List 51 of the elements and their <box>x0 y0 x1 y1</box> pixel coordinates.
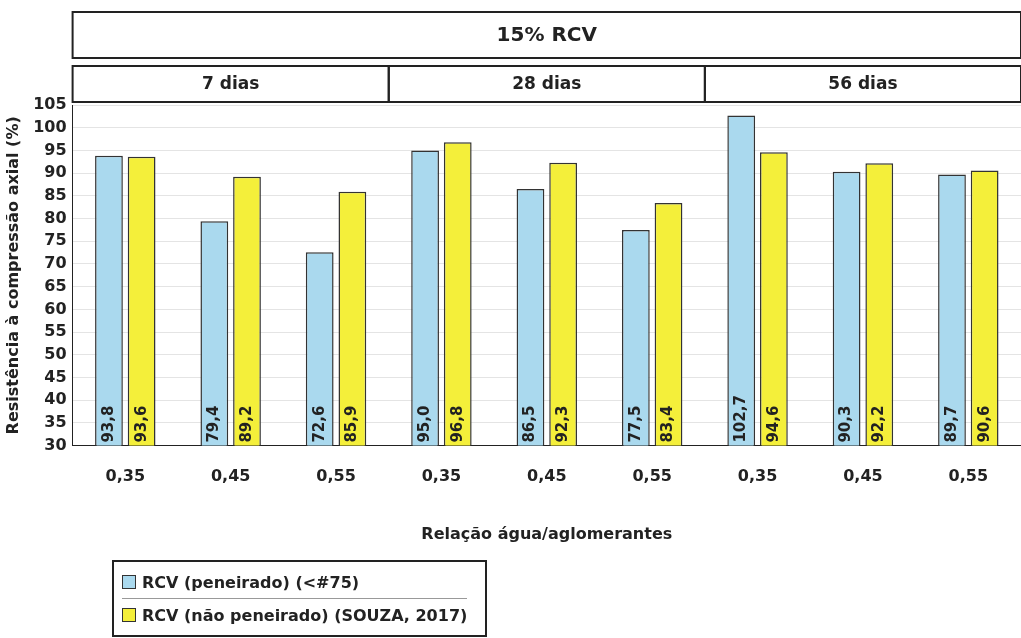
x-tick-label: 0,35 <box>421 466 462 486</box>
legend-label: RCV (não peneirado) (SOUZA, 2017) <box>142 605 468 625</box>
data-label: 90,6 <box>974 405 993 443</box>
x-tick-label: 0,45 <box>210 466 251 486</box>
data-label: 85,9 <box>342 405 361 443</box>
x-tick-label: 0,35 <box>105 466 146 486</box>
y-tick-label: 50 <box>44 343 67 363</box>
y-tick-label: 40 <box>44 389 67 409</box>
data-label: 93,6 <box>131 405 150 443</box>
y-tick-label: 60 <box>44 298 67 318</box>
x-axis-title: Relação água/aglomerantes <box>421 523 673 543</box>
y-tick-label: 70 <box>44 253 67 273</box>
data-label: 95,0 <box>414 405 433 443</box>
y-tick-label: 90 <box>44 162 67 182</box>
x-tick-label: 0,45 <box>527 466 567 486</box>
data-label: 90,3 <box>836 405 855 443</box>
x-tick-label: 0,55 <box>316 466 356 486</box>
chart-title: 15% RCV <box>496 22 598 47</box>
data-label: 96,8 <box>447 405 466 443</box>
data-label: 94,6 <box>763 405 782 443</box>
y-tick-label: 80 <box>44 207 67 227</box>
y-axis-title: Resistência à compressão axial (%) <box>2 116 22 435</box>
data-label: 83,4 <box>658 405 677 443</box>
y-tick-label: 45 <box>44 366 67 386</box>
x-tick-label: 0,35 <box>737 466 778 486</box>
data-label: 93,8 <box>98 405 117 443</box>
text: 7 dias <box>201 73 260 94</box>
text: 56 dias <box>828 73 898 94</box>
y-tick-label: 85 <box>44 184 67 204</box>
y-tick-label: 105 <box>33 94 67 114</box>
legend-label: RCV (peneirado) (<#75) <box>142 572 360 592</box>
y-tick-label: 55 <box>44 321 67 341</box>
data-label: 92,3 <box>553 405 572 443</box>
y-tick-label: 75 <box>44 230 67 250</box>
y-tick-label: 65 <box>44 275 67 295</box>
data-label: 92,2 <box>869 405 888 443</box>
x-tick-label: 0,55 <box>948 466 989 486</box>
data-label: 89,2 <box>236 405 255 443</box>
data-label: 79,4 <box>204 405 223 443</box>
text: 28 dias <box>512 73 582 94</box>
y-tick-label: 30 <box>44 434 67 454</box>
x-tick-label: 0,45 <box>843 466 883 486</box>
x-tick-label: 0,55 <box>632 466 672 486</box>
data-label: 77,5 <box>625 405 644 443</box>
data-label: 89,7 <box>941 405 960 443</box>
data-label: 72,6 <box>309 405 328 443</box>
y-tick-label: 95 <box>44 139 67 159</box>
y-tick-label: 100 <box>33 116 67 136</box>
data-label: 102,7 <box>731 395 750 443</box>
data-label: 86,5 <box>520 405 539 443</box>
y-tick-label: 35 <box>44 412 67 432</box>
